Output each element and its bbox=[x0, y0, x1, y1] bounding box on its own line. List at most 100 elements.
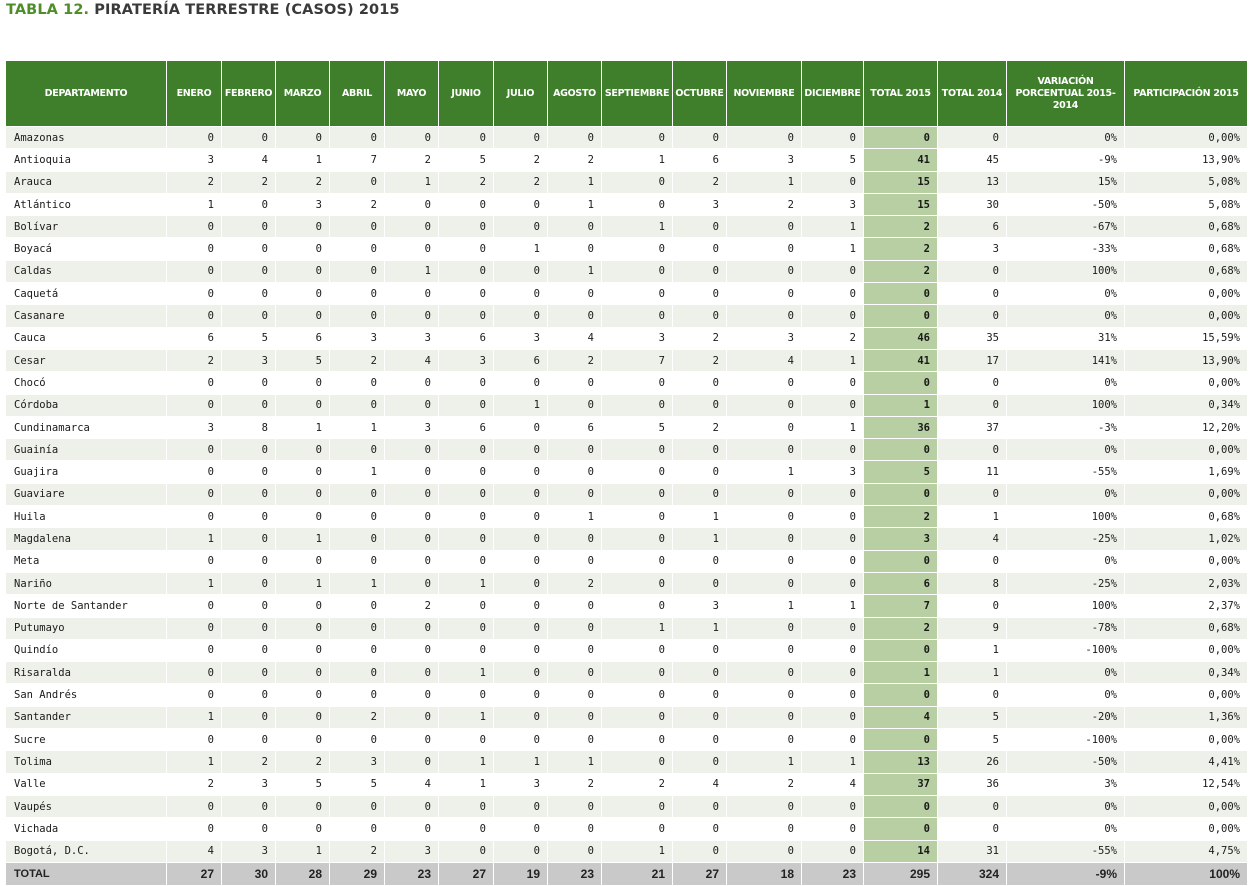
value-cell: 4,75% bbox=[1125, 840, 1247, 863]
value-cell: 1 bbox=[802, 416, 864, 440]
value-cell: 0 bbox=[602, 305, 673, 328]
value-cell: 0 bbox=[673, 127, 727, 150]
value-cell: 2 bbox=[727, 773, 802, 796]
table-row: Chocó 0 0 0 0 0 0 0 0 0 0 0 0 0 0 0% 0,00% bbox=[6, 372, 1247, 395]
value-cell: 30 bbox=[938, 193, 1007, 217]
value-cell: 0 bbox=[602, 283, 673, 306]
value-cell: 0% bbox=[1007, 283, 1125, 306]
value-cell: 0,00% bbox=[1125, 818, 1247, 841]
value-cell: 0 bbox=[727, 372, 802, 395]
value-cell: 37 bbox=[938, 416, 1007, 440]
value-cell: 0% bbox=[1007, 550, 1125, 573]
value-cell: 1 bbox=[385, 260, 439, 284]
table-row: Arauca 2 2 2 0 1 2 2 1 0 2 1 0 15 13 15% 5,08% bbox=[6, 171, 1247, 194]
value-cell: 0 bbox=[222, 684, 276, 707]
total-2015-cell: 15 bbox=[864, 171, 938, 194]
table-row: Guaviare 0 0 0 0 0 0 0 0 0 0 0 0 0 0 0% 0,00% bbox=[6, 483, 1247, 507]
value-cell: 1 bbox=[167, 528, 222, 551]
total-2015-cell: 7 bbox=[864, 595, 938, 618]
value-cell: 0 bbox=[494, 127, 548, 150]
value-cell: 5 bbox=[439, 149, 494, 172]
value-cell: 0 bbox=[938, 818, 1007, 841]
value-cell: 2 bbox=[673, 416, 727, 440]
value-cell: 3 bbox=[167, 416, 222, 440]
value-cell: 0 bbox=[222, 617, 276, 640]
value-cell: 0 bbox=[938, 795, 1007, 819]
value-cell: 0 bbox=[938, 305, 1007, 328]
column-header: NOVIEMBRE bbox=[727, 61, 802, 127]
value-cell: 1 bbox=[494, 751, 548, 774]
value-cell: 1 bbox=[276, 528, 330, 551]
value-cell: 1 bbox=[276, 840, 330, 863]
value-cell: 0 bbox=[727, 506, 802, 529]
value-cell: 0 bbox=[802, 394, 864, 417]
total-2015-cell: 41 bbox=[864, 149, 938, 172]
value-cell: 5 bbox=[802, 149, 864, 172]
total-value: 19 bbox=[494, 862, 548, 886]
table-row: Guainía 0 0 0 0 0 0 0 0 0 0 0 0 0 0 0% 0,00% bbox=[6, 439, 1247, 462]
value-cell: 1 bbox=[802, 238, 864, 261]
value-cell: 0 bbox=[673, 439, 727, 462]
value-cell: 0 bbox=[938, 372, 1007, 395]
value-cell: 0 bbox=[602, 706, 673, 730]
value-cell: 1 bbox=[548, 506, 602, 529]
value-cell: 0 bbox=[167, 439, 222, 462]
value-cell: 7 bbox=[330, 149, 385, 172]
table-row: Vichada 0 0 0 0 0 0 0 0 0 0 0 0 0 0 0% 0,00% bbox=[6, 818, 1247, 841]
value-cell: 0,00% bbox=[1125, 283, 1247, 306]
total-2015-cell: 0 bbox=[864, 283, 938, 306]
value-cell: 2 bbox=[602, 773, 673, 796]
total-value: 23 bbox=[385, 862, 439, 886]
value-cell: 0 bbox=[439, 461, 494, 484]
total-2015-cell: 13 bbox=[864, 751, 938, 774]
table-row: Magdalena 1 0 1 0 0 0 0 0 0 1 0 0 3 4 -25% 1,02% bbox=[6, 528, 1247, 551]
department-cell: Putumayo bbox=[6, 617, 167, 640]
value-cell: 0 bbox=[494, 283, 548, 306]
value-cell: 0 bbox=[802, 372, 864, 395]
department-cell: Córdoba bbox=[6, 394, 167, 417]
value-cell: 2,37% bbox=[1125, 595, 1247, 618]
total-2015-cell: 36 bbox=[864, 416, 938, 440]
value-cell: 0 bbox=[602, 193, 673, 217]
value-cell: 0 bbox=[673, 818, 727, 841]
value-cell: 0 bbox=[222, 483, 276, 507]
value-cell: 0 bbox=[167, 617, 222, 640]
value-cell: 0 bbox=[673, 216, 727, 239]
value-cell: 0 bbox=[802, 818, 864, 841]
value-cell: 0,68% bbox=[1125, 216, 1247, 239]
header-row: DEPARTAMENTO ENERO FEBRERO MARZO ABRIL MAYO JU… bbox=[6, 61, 1247, 127]
value-cell: 2 bbox=[673, 349, 727, 373]
value-cell: 0 bbox=[276, 595, 330, 618]
value-cell: 0 bbox=[548, 372, 602, 395]
value-cell: 5 bbox=[938, 729, 1007, 752]
value-cell: 1 bbox=[167, 706, 222, 730]
value-cell: 1 bbox=[167, 572, 222, 596]
value-cell: 6 bbox=[439, 416, 494, 440]
value-cell: -3% bbox=[1007, 416, 1125, 440]
value-cell: 0 bbox=[548, 461, 602, 484]
total-2015-cell: 0 bbox=[864, 684, 938, 707]
value-cell: 0 bbox=[673, 706, 727, 730]
value-cell: 0 bbox=[385, 216, 439, 239]
value-cell: 0 bbox=[330, 260, 385, 284]
value-cell: 1 bbox=[330, 572, 385, 596]
value-cell: 0 bbox=[167, 216, 222, 239]
value-cell: 1 bbox=[330, 461, 385, 484]
value-cell: 0 bbox=[938, 439, 1007, 462]
value-cell: 0 bbox=[385, 639, 439, 663]
department-cell: Vichada bbox=[6, 818, 167, 841]
total-value: 23 bbox=[802, 862, 864, 886]
value-cell: 0 bbox=[330, 439, 385, 462]
value-cell: 0 bbox=[548, 595, 602, 618]
value-cell: 0% bbox=[1007, 795, 1125, 819]
value-cell: 0 bbox=[727, 639, 802, 663]
value-cell: 0 bbox=[673, 461, 727, 484]
total-row: TOTAL 27 30 28 29 23 27 19 23 21 27 18 23 295 324 -9% 10… bbox=[6, 862, 1247, 886]
value-cell: 5 bbox=[938, 706, 1007, 730]
value-cell: 1,69% bbox=[1125, 461, 1247, 484]
value-cell: 0 bbox=[548, 283, 602, 306]
value-cell: 1 bbox=[167, 193, 222, 217]
table-title: TABLA 12. PIRATERÍA TERRESTRE (CASOS) 20… bbox=[6, 2, 400, 18]
value-cell: 0,34% bbox=[1125, 394, 1247, 417]
total-2015-cell: 14 bbox=[864, 840, 938, 863]
